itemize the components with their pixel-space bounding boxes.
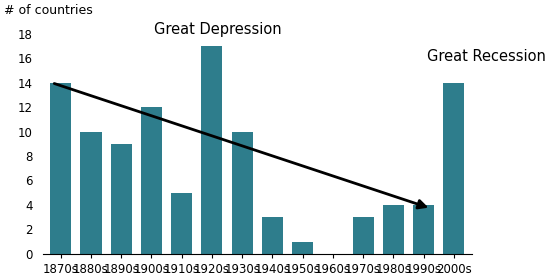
Bar [262,217,283,254]
Bar [413,205,434,254]
Bar [111,144,132,254]
Bar [171,193,192,254]
Text: Great Depression: Great Depression [154,22,282,37]
Bar [292,242,313,254]
Bar [443,83,464,254]
Text: # of countries: # of countries [4,4,92,17]
Text: Great Recession: Great Recession [427,49,546,64]
Bar [232,132,252,254]
Bar [383,205,404,254]
Bar [353,217,373,254]
Bar [141,107,162,254]
Bar [80,132,102,254]
Bar [50,83,72,254]
Bar [201,46,223,254]
